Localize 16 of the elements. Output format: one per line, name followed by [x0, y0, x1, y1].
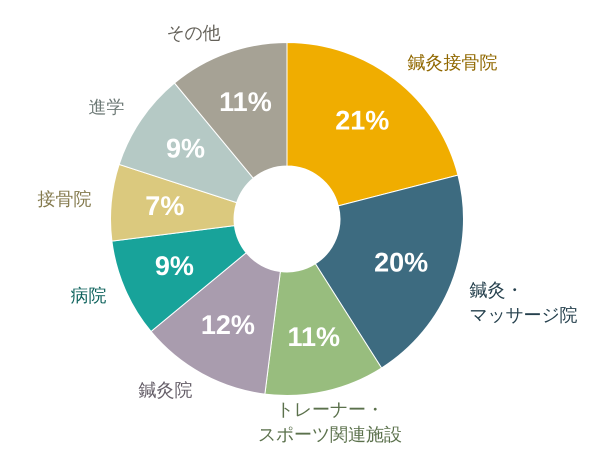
- slice-label: 鍼灸・マッサージ院: [470, 280, 578, 326]
- data-label: 12%: [200, 310, 255, 340]
- data-label: 9%: [166, 133, 206, 164]
- slice-label: 進学: [88, 97, 124, 118]
- data-label: 11%: [219, 86, 272, 117]
- slice-label: 鍼灸接骨院: [407, 52, 498, 74]
- data-label: 7%: [145, 190, 184, 221]
- data-label: 9%: [154, 251, 194, 282]
- slice-label: その他: [166, 22, 220, 44]
- data-label: 20%: [374, 248, 428, 278]
- slice-label: 鍼灸院: [138, 380, 192, 401]
- data-label: 11%: [287, 322, 340, 352]
- data-label: 21%: [335, 105, 390, 136]
- slice-label: トレーナー・スポーツ関連施設: [258, 399, 402, 446]
- slice-label: 接骨院: [37, 189, 92, 210]
- slice-label: 病院: [70, 286, 107, 307]
